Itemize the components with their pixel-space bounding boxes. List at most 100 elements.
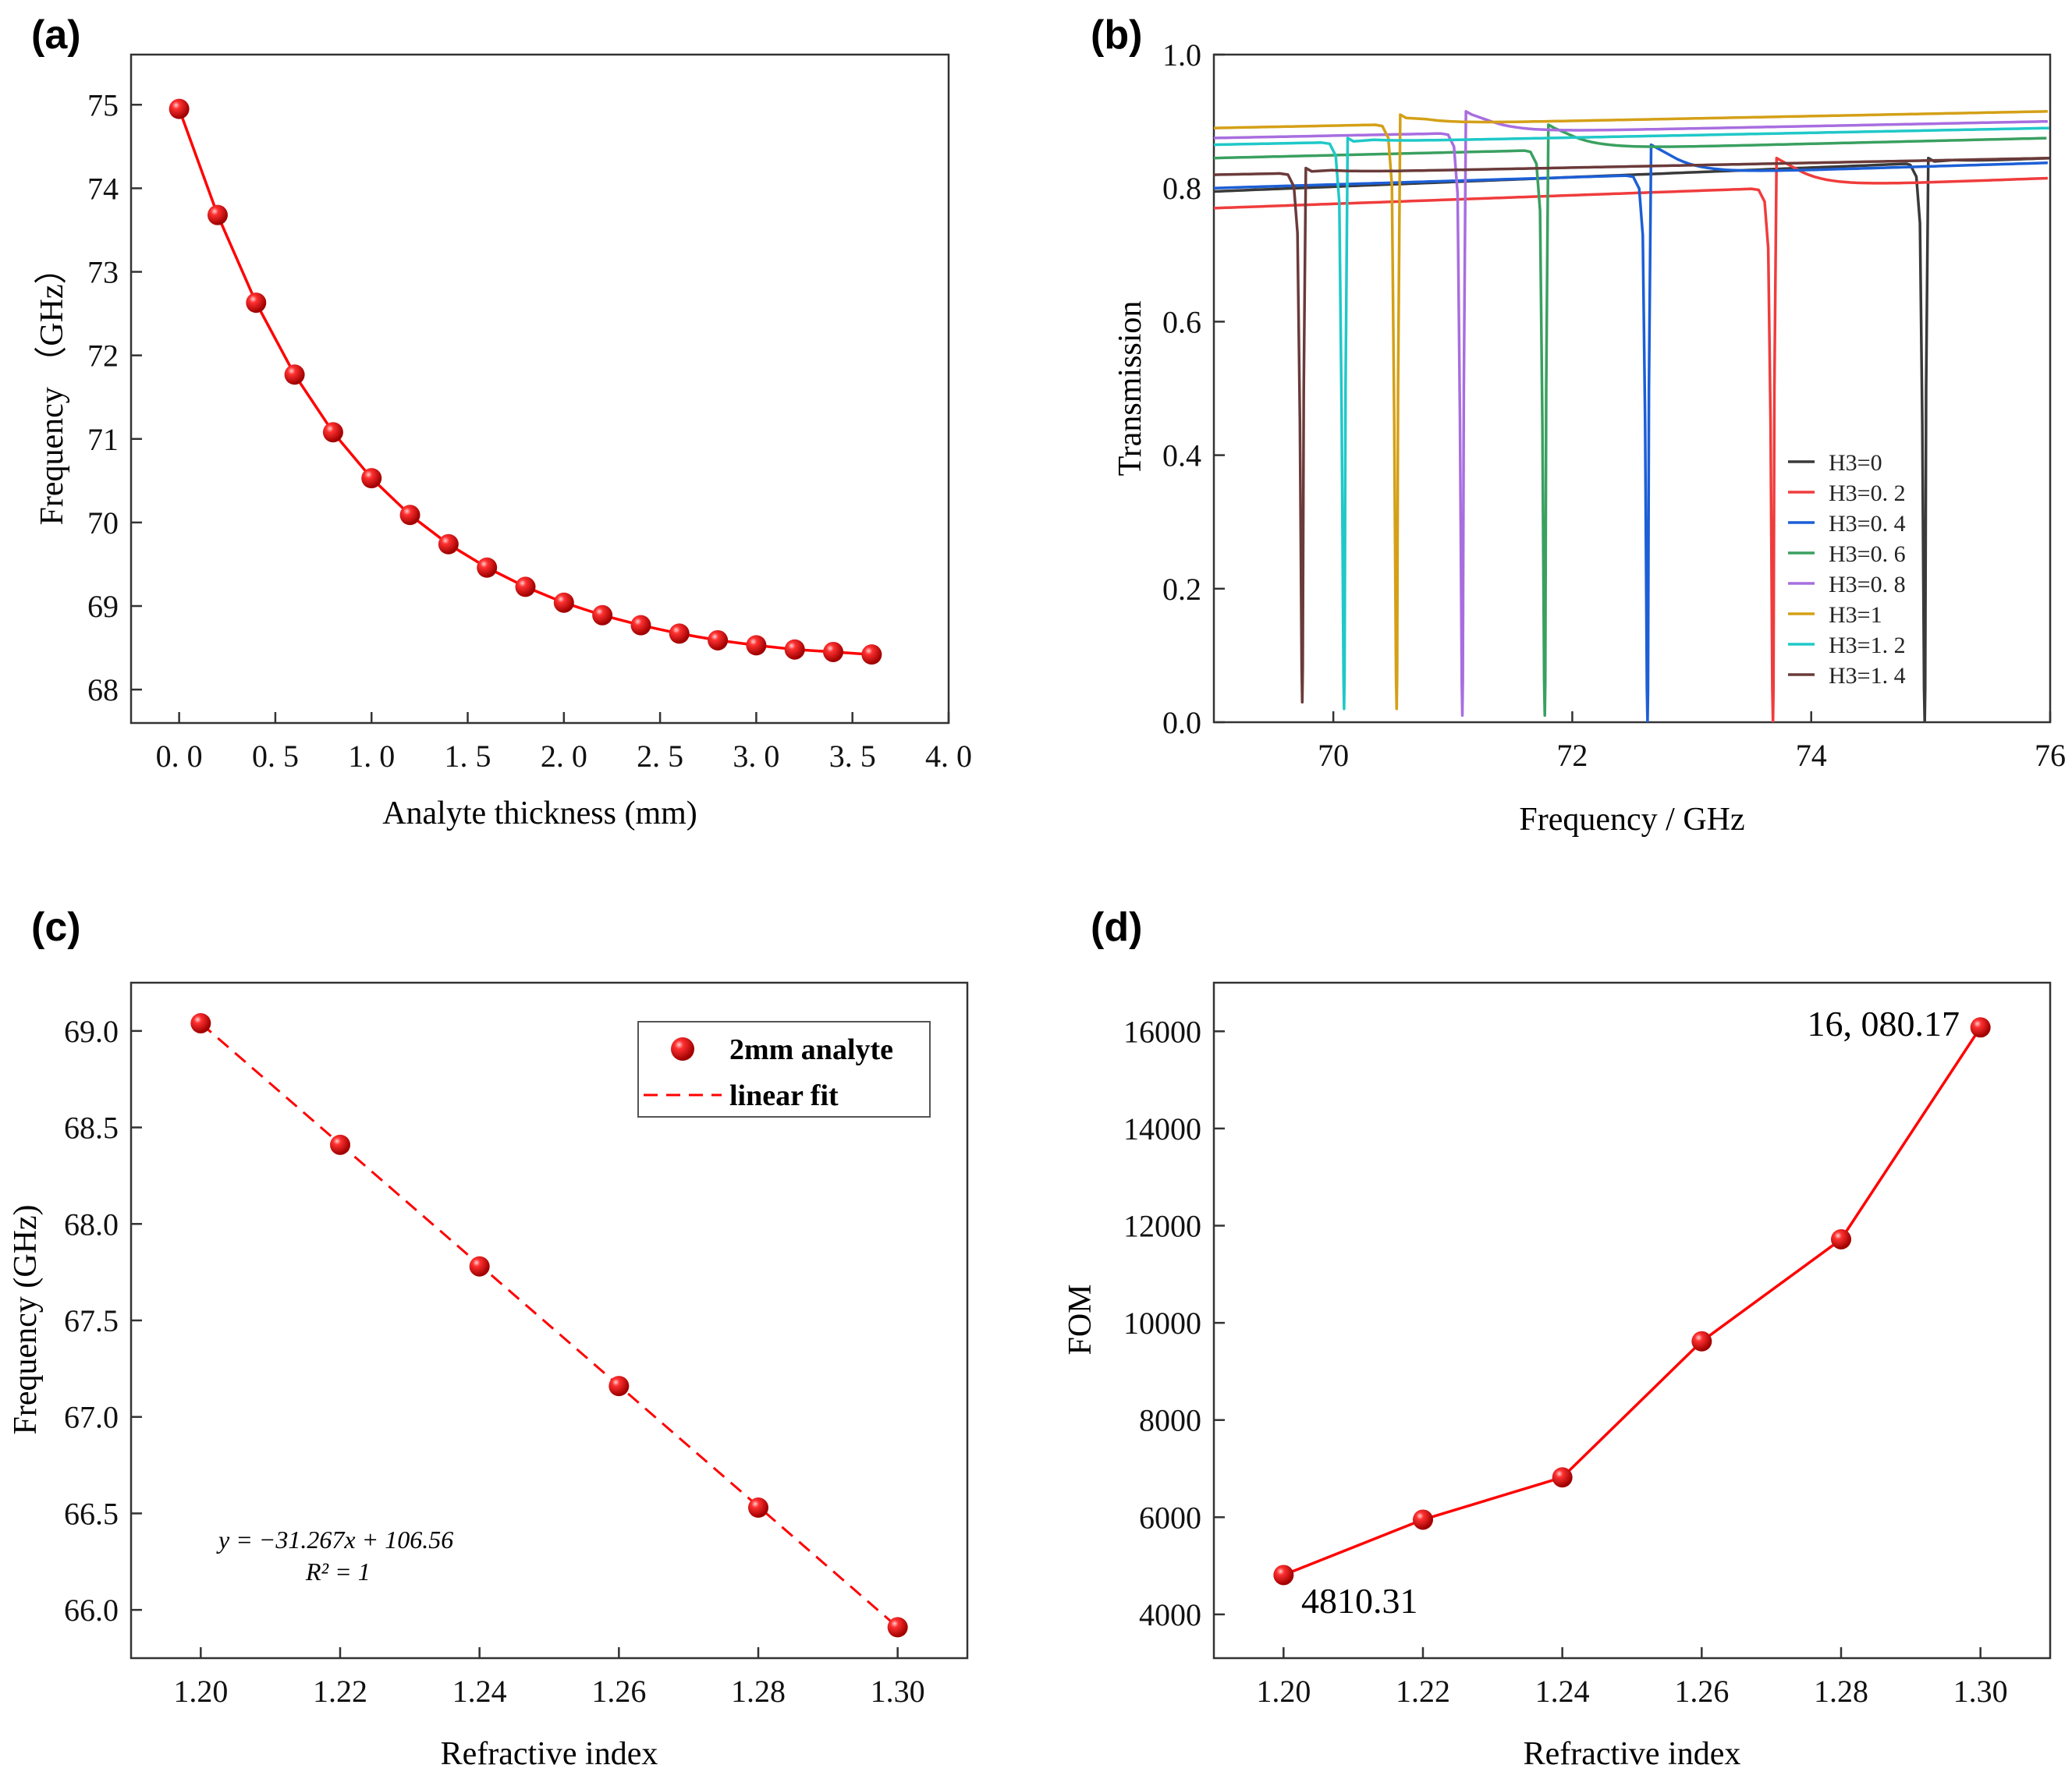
- data-point-a: [438, 533, 459, 555]
- panel-label-d: (d): [1091, 905, 1142, 950]
- panel-c: (c) 1.20 1.22 1.24 1.26 1.28 1.30 66.0 66.5 67.…: [8, 905, 969, 1772]
- x-tick-label-b: 70: [1318, 738, 1349, 773]
- data-point-c: [748, 1497, 768, 1519]
- x-tick-label-d: 1.24: [1535, 1674, 1590, 1709]
- x-ticks-b: 70 72 74 76: [1318, 711, 2066, 773]
- y-axis-label-d: FOM: [1063, 1284, 1098, 1355]
- x-tick-label-a: 1. 5: [445, 739, 491, 774]
- x-tick-label-d: 1.22: [1396, 1674, 1450, 1709]
- x-tick-label-c: 1.26: [591, 1674, 646, 1709]
- x-axis-label-d: Refractive index: [1524, 1736, 1741, 1772]
- data-point-a: [515, 576, 536, 597]
- x-tick-label-c: 1.28: [731, 1674, 786, 1709]
- x-tick-label-d: 1.28: [1814, 1674, 1868, 1709]
- data-point-d: [1273, 1565, 1294, 1586]
- annotation-min-d: 4810.31: [1301, 1581, 1418, 1621]
- data-point-c: [330, 1134, 350, 1155]
- data-point-a: [746, 635, 767, 656]
- data-point-c: [608, 1376, 630, 1397]
- data-point-a: [784, 639, 805, 660]
- y-tick-label-a: 71: [87, 422, 119, 457]
- r-squared-c: R² = 1: [305, 1558, 371, 1586]
- series-group-b: [1214, 110, 2050, 722]
- x-tick-label-d: 1.26: [1674, 1674, 1729, 1709]
- panel-b: (b) 70 72 74 76 0.00.20.40.60.81.0 H3=0H3=0…: [1091, 12, 2066, 838]
- data-point-a: [322, 422, 343, 443]
- x-tick-label-a: 3. 0: [733, 739, 779, 774]
- y-tick-label-c: 66.5: [64, 1496, 119, 1531]
- data-point-d: [1831, 1228, 1851, 1249]
- data-point-a: [169, 98, 190, 119]
- transmission-curve: [1214, 156, 2050, 722]
- legend-c: 2mm analyte linear fit: [637, 1021, 931, 1118]
- fit-line-c: [200, 1022, 899, 1628]
- x-ticks-c: 1.20 1.22 1.24 1.26 1.28 1.30: [173, 1647, 925, 1709]
- data-point-a: [207, 204, 228, 225]
- y-tick-label-a: 70: [87, 505, 119, 540]
- x-tick-label-a: 0. 5: [252, 739, 299, 774]
- y-axis-label-a: Frequency （GHz）: [34, 251, 70, 525]
- y-tick-label-a: 74: [87, 171, 119, 206]
- y-tick-label-a: 73: [87, 255, 119, 290]
- data-point-a: [246, 292, 267, 314]
- legend-label-b: H3=0. 2: [1829, 480, 1906, 506]
- legend-label-b: H3=1. 2: [1829, 633, 1906, 658]
- transmission-curve: [1214, 143, 2048, 722]
- legend-label-b: H3=0. 6: [1829, 541, 1906, 567]
- series-line-a: [177, 108, 872, 656]
- series-line-d: [1283, 1026, 1982, 1577]
- x-tick-label-a: 2. 0: [541, 739, 587, 774]
- legend-label-b: H3=1. 4: [1829, 663, 1906, 689]
- x-ticks-a: 0. 0 0. 5 1. 0 1. 5 2. 0 2. 5 3. 0 3. 5 4. 0: [156, 712, 972, 774]
- legend-b: H3=0 H3=0. 2 H3=0. 4 H3=0. 6 H3=0. 8 H3=1 H3=1…: [1788, 450, 1906, 689]
- y-ticks-d: 4000 6000 8000 10000 12000 14000 16000: [1123, 1014, 1225, 1632]
- y-tick-label-d: 8000: [1139, 1403, 1201, 1438]
- data-point-a: [284, 364, 305, 385]
- panel-d: (d) 1.20 1.22 1.24 1.26 1.28 1.30 4000 6000 800…: [1063, 905, 2052, 1772]
- transmission-curve: [1214, 126, 2049, 711]
- data-point-c: [469, 1256, 490, 1277]
- data-point-a: [861, 644, 882, 665]
- y-tick-label-c: 69.0: [64, 1014, 119, 1049]
- x-axis-label-c: Refractive index: [441, 1736, 658, 1772]
- panel-a: (a) 0. 0 0. 5 1. 0 1. 5 2. 0 2. 5 3. 0 3. 5 4. 0…: [31, 12, 972, 831]
- y-tick-label-c: 67.5: [64, 1303, 119, 1338]
- y-tick-label-a: 75: [87, 87, 119, 122]
- legend-label-b: H3=0: [1829, 450, 1882, 476]
- y-tick-label-b: 0.6: [1162, 304, 1201, 339]
- panel-label-b: (b): [1091, 12, 1142, 58]
- y-axis-label-b: Transmission: [1112, 301, 1148, 477]
- x-tick-label-d: 1.20: [1256, 1674, 1311, 1709]
- axes-frame-d: [1212, 981, 2052, 1660]
- y-tick-label-d: 16000: [1123, 1014, 1201, 1049]
- data-point-d: [1413, 1509, 1433, 1530]
- markers-a: [169, 98, 882, 665]
- y-tick-label-b: 0.0: [1162, 705, 1201, 740]
- y-tick-label-b: 1.0: [1162, 37, 1201, 73]
- transmission-curve: [1214, 110, 2048, 711]
- legend-label-b: H3=0. 4: [1829, 511, 1906, 537]
- axes-frame-a: [130, 53, 950, 725]
- x-tick-label-c: 1.30: [871, 1674, 925, 1709]
- data-point-d: [1691, 1331, 1712, 1352]
- x-tick-label-c: 1.20: [173, 1674, 228, 1709]
- data-point-a: [823, 641, 844, 662]
- transmission-curve: [1214, 156, 2048, 722]
- x-tick-label-c: 1.24: [452, 1674, 507, 1709]
- legend-marker-c: [671, 1037, 694, 1061]
- y-tick-label-d: 6000: [1139, 1500, 1201, 1535]
- data-point-a: [553, 592, 574, 613]
- data-point-a: [592, 604, 613, 626]
- data-point-a: [708, 629, 729, 650]
- annotation-max-d: 16, 080.17: [1808, 1004, 1960, 1044]
- data-point-a: [361, 468, 382, 489]
- transmission-curve: [1214, 123, 2047, 718]
- y-tick-label-b: 0.2: [1162, 572, 1201, 607]
- legend-text-c-scatter: 2mm analyte: [729, 1033, 893, 1066]
- data-point-d: [1552, 1467, 1573, 1488]
- y-tick-label-b: 0.8: [1162, 171, 1201, 206]
- data-point-c: [190, 1012, 211, 1033]
- panel-label-c: (c): [31, 905, 81, 950]
- y-ticks-a: 68 69 70 71 72 73 74 75: [87, 87, 142, 707]
